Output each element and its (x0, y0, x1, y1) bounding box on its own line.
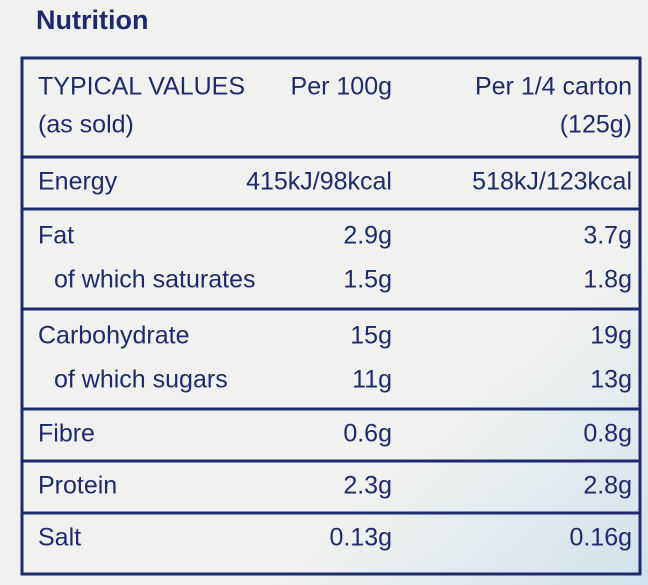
row-label: Fibre (38, 420, 95, 448)
row-label: Carbohydrate (38, 322, 189, 350)
row-value: 0.16g (569, 524, 632, 552)
header-cell: TYPICAL VALUES (38, 73, 245, 101)
title: Nutrition (36, 5, 148, 35)
row-value: 0.8g (583, 420, 632, 448)
row-label: Fat (38, 222, 74, 250)
row-value: 2.8g (583, 472, 632, 500)
header-cell: Per 1/4 carton (475, 73, 632, 101)
row-value: 2.9g (343, 222, 392, 250)
row-value: 2.3g (343, 472, 392, 500)
row-value: 11g (352, 366, 392, 394)
row-label: of which saturates (54, 266, 256, 294)
row-value: 15g (350, 322, 392, 350)
row-label: Protein (38, 472, 117, 500)
table-border (20, 56, 642, 576)
row-value: 415kJ/98kcal (246, 168, 392, 196)
header-cell: (as sold) (38, 111, 134, 139)
row-value: 1.8g (583, 266, 632, 294)
row-label: of which sugars (54, 366, 228, 394)
row-value: 1.5g (343, 266, 392, 294)
row-value: 0.6g (343, 420, 392, 448)
header-cell: Per 100g (291, 73, 392, 101)
row-label: Energy (38, 168, 118, 196)
row-value: 19g (590, 322, 632, 350)
row-label: Salt (38, 524, 81, 552)
row-value: 0.13g (329, 524, 392, 552)
row-value: 3.7g (583, 222, 632, 250)
row-value: 518kJ/123kcal (472, 168, 632, 196)
header-cell: (125g) (560, 111, 632, 139)
row-value: 13g (590, 366, 632, 394)
